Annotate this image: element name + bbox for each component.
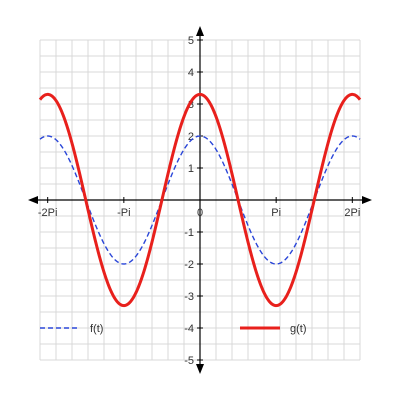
x-tick-label: -Pi bbox=[117, 207, 130, 219]
x-tick-label: 2Pi bbox=[344, 207, 360, 219]
y-tick-label: -1 bbox=[184, 227, 194, 239]
x-axis-arrow-left bbox=[28, 196, 38, 204]
y-tick-label: 4 bbox=[188, 67, 194, 79]
y-tick-label: 1 bbox=[188, 163, 194, 175]
series-line-f bbox=[39, 135, 361, 265]
y-tick-label: -5 bbox=[184, 355, 194, 367]
y-tick-label: 2 bbox=[188, 131, 194, 143]
legend-label-g: g(t) bbox=[290, 323, 307, 335]
legend-label-f: f(t) bbox=[90, 323, 103, 335]
x-tick-label: 0 bbox=[197, 207, 203, 219]
y-axis-arrow-down bbox=[196, 364, 204, 374]
y-tick-label: -2 bbox=[184, 259, 194, 271]
y-tick-label: 5 bbox=[188, 35, 194, 47]
series-line-g bbox=[38, 92, 362, 308]
x-tick-label: -2Pi bbox=[38, 207, 58, 219]
x-axis-arrow-right bbox=[362, 196, 372, 204]
series-lines bbox=[38, 92, 362, 308]
y-tick-label: -4 bbox=[184, 323, 194, 335]
y-tick-label: -3 bbox=[184, 291, 194, 303]
y-tick-label: 3 bbox=[188, 99, 194, 111]
legend: f(t) g(t) bbox=[40, 323, 307, 335]
y-axis-arrow-up bbox=[196, 26, 204, 36]
tick-labels: -2Pi -Pi 0 Pi 2Pi 5 4 3 2 1 -1 -2 -3 -4 -5 bbox=[38, 35, 360, 367]
x-tick-label: Pi bbox=[271, 207, 281, 219]
